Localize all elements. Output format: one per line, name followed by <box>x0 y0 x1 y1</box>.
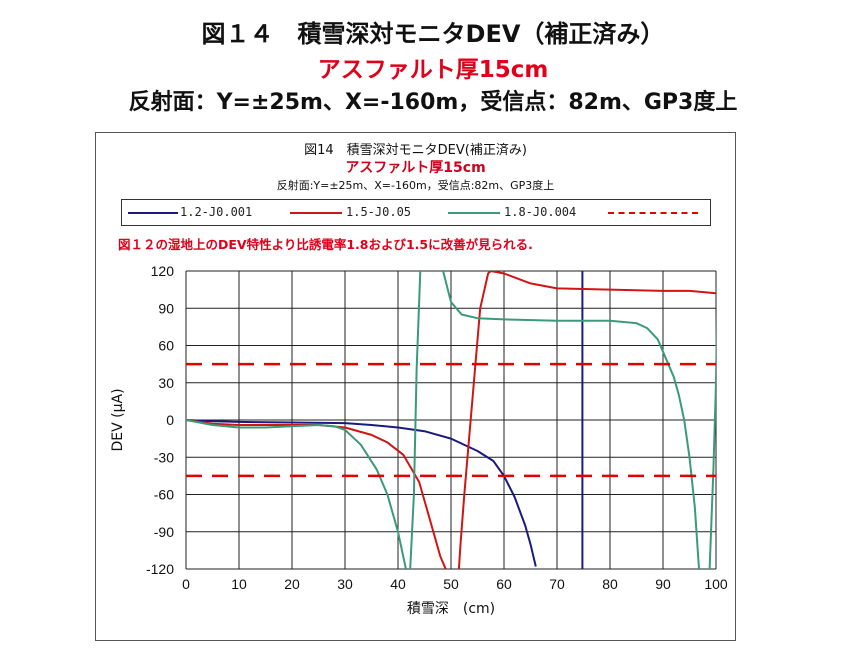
chart-plot: 0 10 20 30 40 50 60 70 80 90 100 120 90 60 30 0 -30 -60 -9… <box>110 263 728 617</box>
page-conditions: 反射面：Y=±25m、X=-160m，受信点：82m、GP3度上 <box>128 90 738 115</box>
x-tick-label: 70 <box>549 576 565 592</box>
y-tick-label: 60 <box>158 338 174 354</box>
legend-swatch-2 <box>290 212 342 214</box>
y-tick-label: 90 <box>158 300 174 316</box>
x-tick-label: 0 <box>182 576 190 592</box>
legend-label-2: 1.5-J0.05 <box>346 205 412 219</box>
series-line-3 <box>186 419 407 569</box>
x-axis-label: 積雪深 (cm) <box>407 601 495 617</box>
chart-conditions: 反射面:Y=±25m、X=-160m，受信点:82m、GP3度上 <box>276 179 555 192</box>
chart-ticks: 0 10 20 30 40 50 60 70 80 90 100 120 90 60 30 0 -30 -60 -9… <box>146 263 728 592</box>
x-tick-label: 60 <box>496 576 512 592</box>
x-tick-label: 10 <box>231 576 247 592</box>
x-tick-label: 90 <box>655 576 671 592</box>
series-line-2 <box>457 271 716 569</box>
legend-label-1: 1.2-J0.001 <box>180 205 253 219</box>
chart-subtitle: アスファルト厚15cm <box>345 160 486 176</box>
series-line-3 <box>442 271 700 569</box>
page-title: 図１４ 積雪深対モニタDEV（補正済み） <box>201 20 665 48</box>
legend-swatch-4 <box>608 212 698 214</box>
series-line-1 <box>186 419 537 567</box>
y-tick-label: -120 <box>146 561 174 577</box>
x-tick-label: 100 <box>704 576 728 592</box>
chart-grid <box>185 270 717 570</box>
legend-swatch-3 <box>448 212 500 214</box>
chart-series <box>186 271 716 569</box>
series-line-3 <box>409 271 422 569</box>
chart-frame: 図14 積雪深対モニタDEV(補正済み) アスファルト厚15cm 反射面:Y=±… <box>95 132 736 641</box>
x-tick-label: 40 <box>390 576 406 592</box>
y-tick-label: -90 <box>154 524 174 540</box>
chart-title: 図14 積雪深対モニタDEV(補正済み) <box>304 143 527 158</box>
y-tick-label: -30 <box>154 449 174 465</box>
legend-swatch-1 <box>128 212 178 214</box>
chart-note: 図１２の湿地上のDEV特性より比誘電率1.8および1.5に改善が見られる. <box>118 237 533 252</box>
y-tick-label: 120 <box>151 263 175 279</box>
x-tick-label: 20 <box>284 576 300 592</box>
y-tick-label: 0 <box>166 412 174 428</box>
x-tick-label: 50 <box>443 576 459 592</box>
x-tick-label: 80 <box>602 576 618 592</box>
x-tick-label: 30 <box>337 576 353 592</box>
legend-label-3: 1.8-J0.004 <box>504 205 577 219</box>
chart-legend: 1.2-J0.001 1.5-J0.05 1.8-J0.004 <box>121 199 711 226</box>
series-line-3 <box>708 312 716 569</box>
y-tick-label: 30 <box>158 375 174 391</box>
y-tick-label: -60 <box>154 487 174 503</box>
y-axis-label: DEV (μA) <box>110 388 126 451</box>
page-subtitle: アスファルト厚15cm <box>317 57 549 83</box>
series-line-2 <box>186 419 447 569</box>
